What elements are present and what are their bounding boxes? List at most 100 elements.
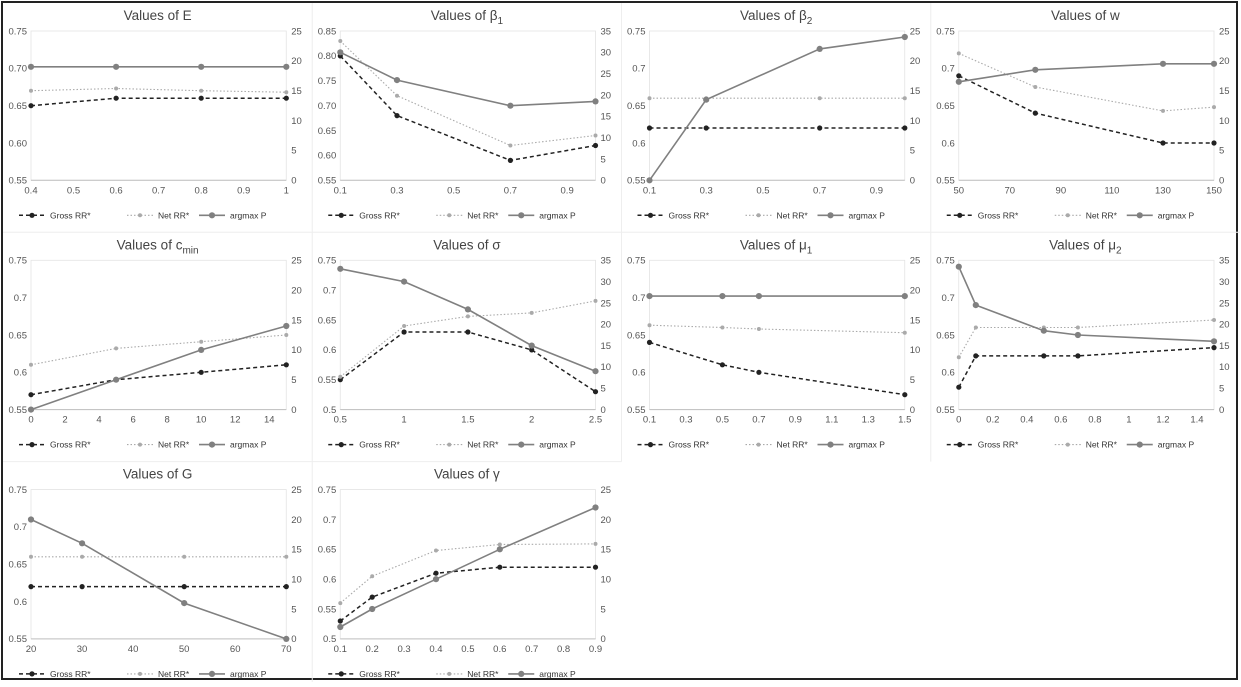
x-tick-label: 150 — [1206, 185, 1222, 196]
data-point-gross — [337, 377, 343, 383]
legend-label: Net RR* — [158, 210, 190, 220]
plot-area — [958, 30, 1215, 181]
data-point-gross — [719, 362, 726, 368]
y2-tick-label: 25 — [601, 298, 612, 309]
x-tick-label: 0.1 — [643, 185, 656, 196]
y-tick-label: 0.65 — [627, 330, 646, 341]
x-tick-label: 0.3 — [397, 644, 410, 655]
y-tick-label: 0.65 — [318, 126, 337, 137]
series-line-net — [958, 319, 1215, 358]
y-tick-label: 0.7 — [323, 515, 336, 526]
data-point-net — [902, 330, 907, 335]
data-point-net — [647, 323, 652, 328]
legend-marker-gross — [338, 671, 344, 677]
legend-label: Net RR* — [467, 669, 499, 679]
legend-marker-gross — [647, 212, 654, 218]
legend-marker-net — [138, 442, 142, 447]
x-tick-label: 0.9 — [561, 185, 574, 196]
data-point-net — [370, 574, 375, 579]
legend-marker-argmax — [518, 670, 525, 678]
y-tick-label: 0.7 — [323, 285, 336, 296]
y2-tick-label: 0 — [601, 176, 606, 187]
data-point-net — [817, 96, 822, 101]
x-tick-label: 30 — [77, 644, 88, 655]
data-point-net — [199, 339, 204, 344]
series-line-argmax — [958, 266, 1215, 343]
x-tick-label: 1 — [401, 415, 406, 426]
y2-tick-label: 0 — [291, 176, 296, 187]
x-tick-label: 60 — [230, 644, 241, 655]
series-line-net — [649, 324, 905, 334]
x-tick-label: 1 — [284, 185, 289, 196]
x-tick-label: 0.3 — [679, 415, 692, 426]
y-tick-label: 0.7 — [632, 64, 645, 75]
data-point-net — [1075, 325, 1080, 330]
plot-area — [339, 30, 596, 181]
data-point-net — [973, 325, 978, 330]
chart-title-subscript: 2 — [807, 16, 813, 27]
data-point-argmax — [496, 546, 503, 553]
data-point-argmax — [369, 605, 376, 613]
y2-tick-label: 0 — [1219, 176, 1224, 187]
legend-label: argmax P — [539, 669, 576, 679]
x-tick-label: 110 — [1104, 185, 1119, 196]
data-point-gross — [337, 618, 343, 624]
series-line-argmax — [339, 506, 596, 628]
x-tick-label: 0.7 — [525, 644, 538, 655]
legend-marker-net — [1065, 442, 1070, 447]
x-tick-label: 0.5 — [716, 415, 729, 426]
y-tick-label: 0.7 — [942, 64, 955, 75]
y2-tick-label: 5 — [1219, 384, 1224, 395]
x-tick-label: 0.3 — [700, 185, 713, 196]
chart-title-main: Values of γ — [434, 467, 500, 482]
data-point-argmax — [592, 98, 599, 105]
data-point-net — [465, 314, 470, 319]
x-tick-label: 70 — [281, 644, 292, 655]
x-tick-label: 40 — [128, 644, 139, 655]
chart-title-main: Values of β — [431, 8, 498, 23]
data-point-argmax — [646, 293, 653, 300]
data-point-net — [756, 327, 761, 331]
y2-tick-label: 20 — [601, 320, 612, 331]
data-point-net — [508, 143, 513, 148]
legend-label: argmax P — [539, 440, 576, 450]
legend-marker-argmax — [208, 212, 216, 219]
data-point-gross — [283, 584, 289, 590]
y2-tick-label: 20 — [1219, 320, 1230, 331]
legend-label: Net RR* — [467, 440, 499, 450]
series-line-net — [339, 40, 596, 147]
legend-marker-argmax — [1136, 212, 1143, 219]
figure-canvas: Values of E0.550.600.650.700.75051015202… — [3, 3, 1240, 682]
data-point-net — [956, 355, 961, 360]
y2-tick-label: 25 — [1219, 298, 1230, 309]
y2-tick-label: 20 — [291, 56, 302, 67]
data-point-net — [1161, 108, 1165, 113]
legend-label: Gross RR* — [50, 440, 91, 450]
data-point-argmax — [432, 576, 440, 583]
data-point-net — [284, 333, 289, 337]
y-tick-label: 0.85 — [318, 26, 337, 37]
y2-tick-label: 10 — [291, 574, 302, 585]
y2-tick-label: 10 — [601, 574, 612, 585]
y2-tick-label: 5 — [291, 604, 296, 615]
data-point-net — [338, 601, 343, 606]
legend-label: Gross RR* — [50, 669, 91, 679]
data-point-net — [80, 554, 85, 559]
data-point-gross — [1211, 345, 1217, 351]
x-tick-label: 1.2 — [1156, 415, 1169, 426]
x-tick-label: 2 — [529, 415, 534, 426]
plot-area — [30, 30, 287, 181]
data-point-gross — [1075, 353, 1081, 359]
legend-marker-gross — [957, 442, 963, 448]
y-tick-label: 0.75 — [936, 26, 955, 37]
y-tick-label: 0.80 — [318, 51, 337, 62]
y2-tick-label: 10 — [601, 362, 612, 373]
data-point-gross — [592, 564, 599, 570]
y-tick-label: 0.55 — [627, 405, 646, 416]
y2-tick-label: 10 — [291, 345, 302, 356]
y2-tick-label: 25 — [910, 256, 921, 267]
y-tick-label: 0.7 — [942, 293, 955, 304]
x-tick-label: 0.5 — [447, 185, 460, 196]
series-line-net — [30, 334, 287, 366]
data-point-gross — [529, 347, 535, 353]
